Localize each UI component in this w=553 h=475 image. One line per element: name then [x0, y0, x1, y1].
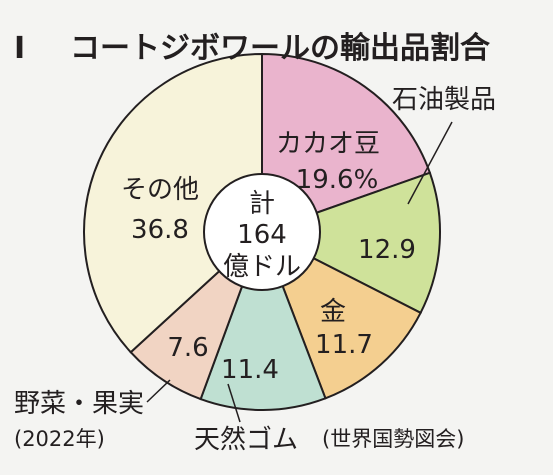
- slice-value-gold: 11.7: [315, 330, 373, 360]
- center-label-amount: 164: [237, 220, 287, 250]
- slice-label-cacao: カカオ豆: [276, 129, 380, 159]
- pie-slices: [83, 52, 441, 411]
- source-note: (世界国勢図会): [322, 427, 464, 451]
- pie-slice-rubber: [199, 229, 327, 411]
- leader-line-vegetables: [146, 379, 171, 403]
- slice-value-cacao: 19.6%: [296, 165, 379, 195]
- year-note: (2022年): [14, 427, 105, 451]
- slice-label-gold: 金: [320, 297, 346, 327]
- slice-value-other: 36.8: [131, 215, 189, 245]
- leader-line-petroleum: [407, 121, 453, 205]
- slice-value-rubber: 11.4: [221, 355, 279, 385]
- pie-slice-other: [83, 52, 263, 354]
- slice-label-vegetables: 野菜・果実: [14, 389, 144, 419]
- leader-line-rubber: [227, 383, 241, 423]
- chart-title: コートジボワールの輸出品割合: [70, 31, 490, 66]
- title-numeral: Ⅰ: [14, 31, 25, 66]
- slice-label-petroleum: 石油製品: [392, 85, 496, 115]
- pie-slice-petroleum: [259, 171, 441, 315]
- center-label-unit: 億ドル: [223, 252, 301, 282]
- center-label-total: 計: [249, 189, 275, 219]
- leader-lines: [146, 121, 453, 423]
- slice-value-petroleum: 12.9: [358, 235, 416, 265]
- slice-label-rubber: 天然ゴム: [194, 425, 298, 455]
- slice-label-other: その他: [121, 175, 199, 205]
- center-hole: [203, 173, 321, 291]
- slice-value-vegetables: 7.6: [167, 333, 208, 363]
